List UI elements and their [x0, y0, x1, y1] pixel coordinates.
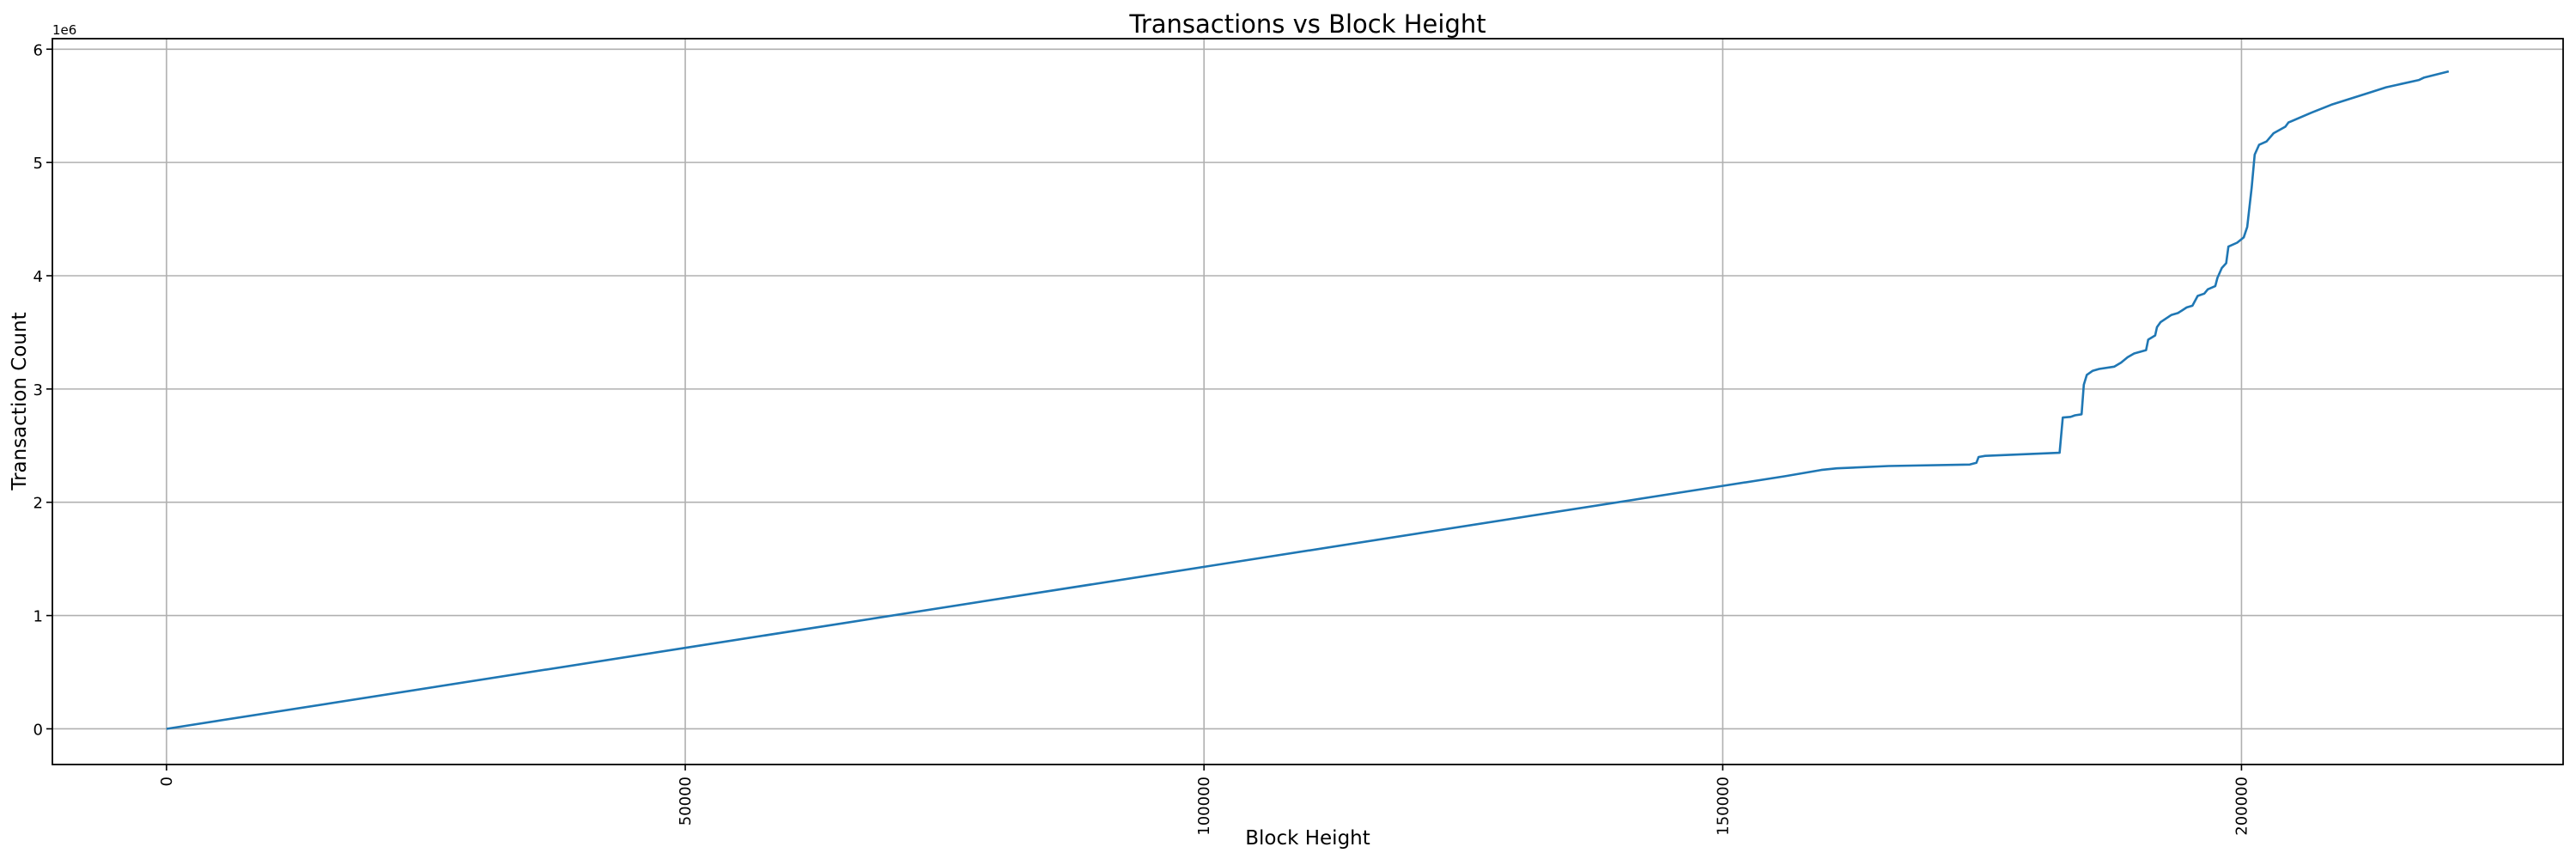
y-tick-label: 0: [33, 721, 43, 739]
series-line: [166, 70, 2450, 730]
axis-ticks: 0 50000 100000 150000 200000 0 1 2 3 4 5 6: [33, 41, 2251, 835]
x-axis-label: Block Height: [1245, 827, 1370, 850]
x-tick-label: 100000: [1195, 777, 1213, 836]
series-layer: [166, 70, 2450, 730]
x-tick-label: 50000: [677, 777, 695, 825]
x-tick-label: 0: [158, 777, 176, 786]
plot-frame: [52, 38, 2564, 765]
y-tick-label: 4: [33, 268, 43, 286]
x-tick-label: 150000: [1714, 777, 1732, 836]
y-tick-label: 1: [33, 608, 43, 626]
y-axis-label: Transaction Count: [9, 312, 31, 490]
x-tick-label: 200000: [2233, 777, 2251, 836]
y-tick-label: 3: [33, 381, 43, 399]
y-tick-label: 2: [33, 495, 43, 513]
grid-lines: [52, 39, 2563, 765]
chart-title: Transactions vs Block Height: [1128, 9, 1485, 39]
y-offset-label: 1e6: [52, 22, 76, 38]
y-tick-label: 6: [33, 41, 43, 59]
y-tick-label: 5: [33, 155, 43, 173]
